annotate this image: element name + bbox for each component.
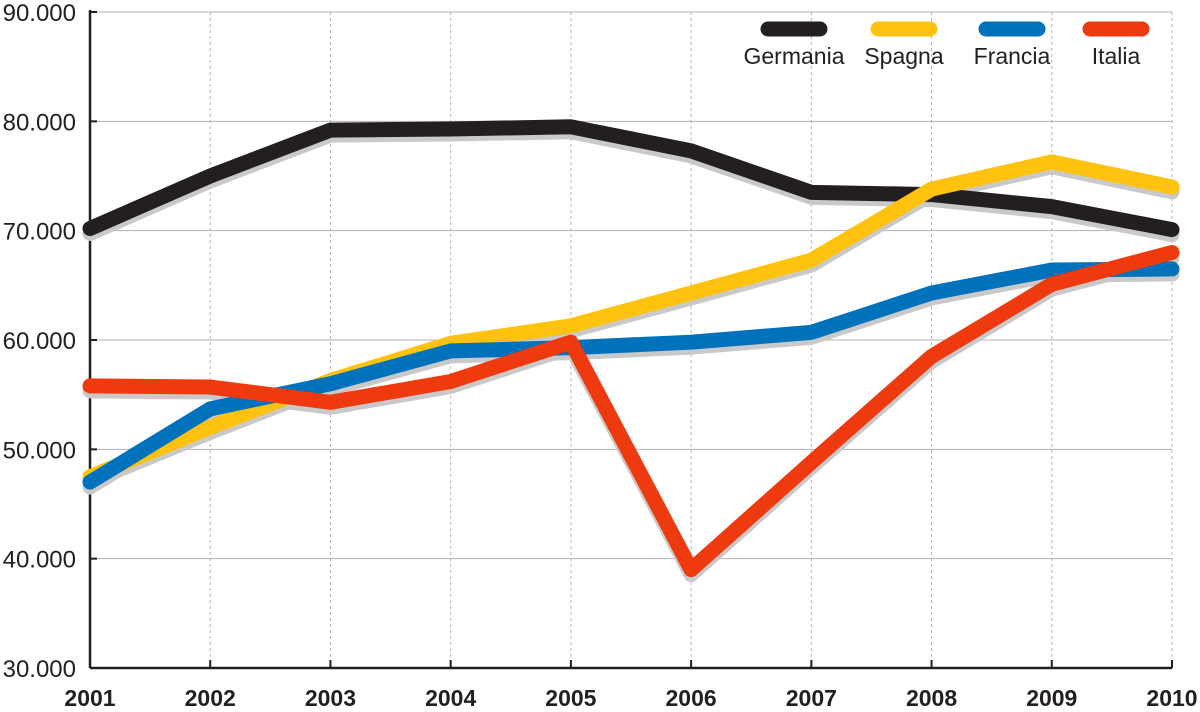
grid bbox=[90, 11, 1173, 668]
series-lines bbox=[82, 119, 1180, 578]
legend-label-italia: Italia bbox=[1092, 43, 1141, 69]
legend-label-germania: Germania bbox=[744, 43, 845, 69]
y-tick-label: 50.000 bbox=[3, 437, 76, 464]
x-tick-label: 2007 bbox=[786, 685, 837, 711]
y-tick-label: 80.000 bbox=[3, 109, 76, 136]
series-line-italia bbox=[82, 245, 1180, 578]
legend: Germania Spagna Francia Italia bbox=[744, 21, 1150, 69]
x-tick-label: 2003 bbox=[305, 685, 356, 711]
legend-label-spagna: Spagna bbox=[864, 43, 944, 69]
series-line-germania bbox=[82, 119, 1180, 238]
x-tick-label: 2010 bbox=[1146, 685, 1197, 711]
y-tick-label: 90.000 bbox=[3, 0, 76, 27]
x-tick-label: 2002 bbox=[185, 685, 236, 711]
x-tick-label: 2005 bbox=[545, 685, 596, 711]
y-tick-label: 70.000 bbox=[3, 219, 76, 246]
x-tick-label: 2001 bbox=[64, 685, 115, 711]
x-tick-label: 2009 bbox=[1026, 685, 1077, 711]
tick-labels: 30.000 40.000 50.000 60.000 70.000 80.000 90.0… bbox=[3, 0, 1198, 711]
axes bbox=[88, 10, 1173, 670]
y-tick-label: 40.000 bbox=[3, 547, 76, 574]
x-tick-label: 2004 bbox=[425, 685, 476, 711]
x-tick-label: 2006 bbox=[666, 685, 717, 711]
y-tick-label: 60.000 bbox=[3, 328, 76, 355]
y-tick-label: 30.000 bbox=[3, 656, 76, 683]
legend-label-francia: Francia bbox=[974, 43, 1051, 69]
x-tick-label: 2008 bbox=[906, 685, 957, 711]
